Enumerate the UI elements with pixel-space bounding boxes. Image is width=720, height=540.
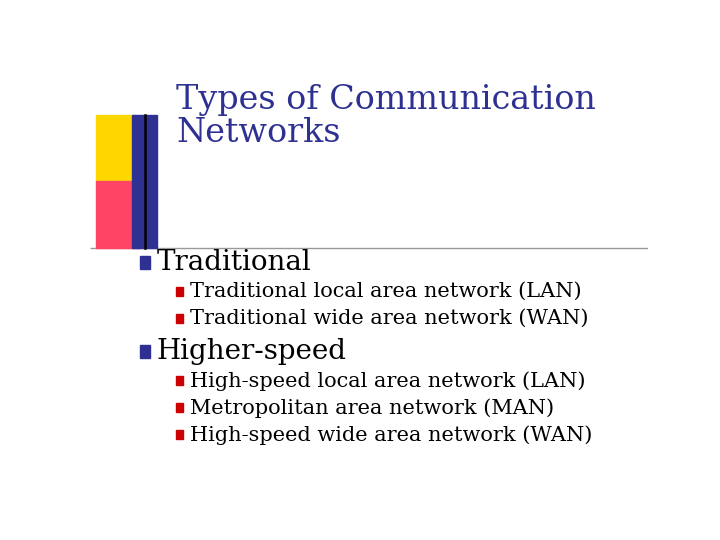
Bar — [176, 314, 183, 323]
Bar — [176, 376, 183, 386]
Bar — [96, 181, 140, 248]
Text: Traditional: Traditional — [157, 249, 312, 276]
Bar — [140, 345, 150, 359]
Text: Traditional local area network (LAN): Traditional local area network (LAN) — [190, 282, 582, 301]
Text: Metropolitan area network (MAN): Metropolitan area network (MAN) — [190, 398, 554, 417]
Bar — [176, 430, 183, 440]
Text: High-speed wide area network (WAN): High-speed wide area network (WAN) — [190, 425, 593, 445]
Bar — [140, 255, 150, 269]
Bar — [96, 114, 135, 181]
Text: High-speed local area network (LAN): High-speed local area network (LAN) — [190, 371, 586, 390]
Text: Networks: Networks — [176, 117, 341, 149]
Text: Higher-speed: Higher-speed — [157, 338, 347, 365]
Text: Types of Communication: Types of Communication — [176, 84, 596, 116]
Text: Traditional wide area network (WAN): Traditional wide area network (WAN) — [190, 309, 589, 328]
Bar — [132, 114, 157, 248]
Bar — [176, 287, 183, 296]
Bar — [176, 403, 183, 413]
